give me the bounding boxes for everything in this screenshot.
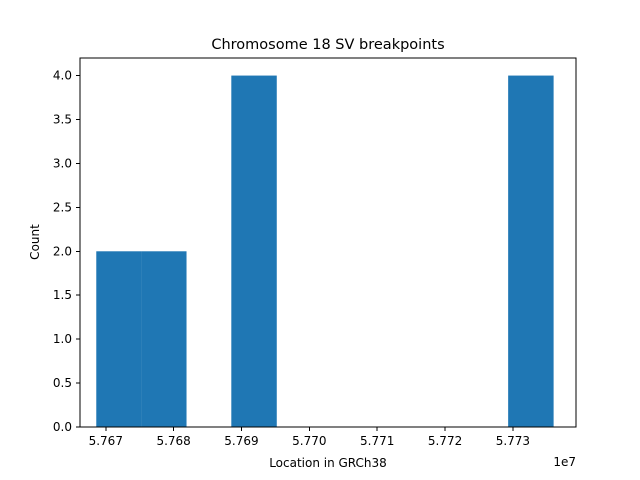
y-tick-label: 4.0 (53, 69, 72, 83)
axes (79, 57, 577, 428)
histogram-bar-2 (141, 251, 187, 427)
chart-title: Chromosome 18 SV breakpoints (211, 37, 444, 53)
x-ticks: 5.767 5.768 5.769 5.770 5.771 5.772 5.773 (89, 427, 530, 448)
x-tick-label: 5.773 (496, 434, 530, 448)
y-tick-label: 2.5 (53, 200, 72, 214)
bars (96, 75, 554, 427)
x-axis-label: Location in GRCh38 (269, 456, 387, 470)
histogram-bar-1 (96, 251, 142, 427)
x-axis-offset-label: 1e7 (553, 455, 576, 469)
y-tick-label: 3.5 (53, 113, 72, 127)
x-tick-label: 5.771 (360, 434, 394, 448)
x-tick-label: 5.772 (428, 434, 462, 448)
y-tick-label: 1.5 (53, 288, 72, 302)
x-tick-label: 5.767 (89, 434, 123, 448)
y-ticks: 0.0 0.5 1.0 1.5 2.0 2.5 3.0 3.5 4.0 (53, 69, 80, 434)
y-tick-label: 3.0 (53, 156, 72, 170)
x-tick-label: 5.769 (224, 434, 258, 448)
histogram-bar-3 (231, 75, 277, 427)
x-tick-label: 5.768 (156, 434, 190, 448)
y-axis-label: Count (28, 224, 42, 260)
y-tick-label: 0.0 (53, 420, 72, 434)
y-tick-label: 2.0 (53, 244, 72, 258)
x-tick-label: 5.770 (292, 434, 326, 448)
y-tick-label: 0.5 (53, 376, 72, 390)
histogram-bar-4 (508, 75, 554, 427)
plot-frame (79, 57, 577, 428)
y-tick-label: 1.0 (53, 332, 72, 346)
